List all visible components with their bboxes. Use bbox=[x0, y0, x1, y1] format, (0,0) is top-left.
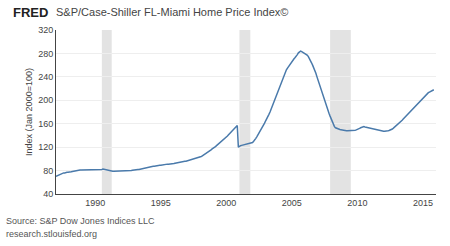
svg-text:40: 40 bbox=[43, 189, 53, 199]
svg-text:2010: 2010 bbox=[347, 198, 367, 208]
svg-text:280: 280 bbox=[38, 49, 53, 59]
svg-text:2005: 2005 bbox=[282, 198, 302, 208]
svg-text:1995: 1995 bbox=[151, 198, 171, 208]
svg-text:80: 80 bbox=[43, 166, 53, 176]
svg-text:200: 200 bbox=[38, 95, 53, 105]
svg-text:2015: 2015 bbox=[413, 198, 433, 208]
svg-text:120: 120 bbox=[38, 142, 53, 152]
svg-text:Index (Jan 2000=100): Index (Jan 2000=100) bbox=[24, 68, 34, 156]
svg-text:160: 160 bbox=[38, 119, 53, 129]
svg-text:320: 320 bbox=[38, 25, 53, 35]
svg-text:240: 240 bbox=[38, 72, 53, 82]
svg-text:FRED: FRED bbox=[13, 5, 48, 20]
svg-text:S&P/Case-Shiller FL-Miami Home: S&P/Case-Shiller FL-Miami Home Price Ind… bbox=[56, 6, 288, 18]
svg-text:1990: 1990 bbox=[85, 198, 105, 208]
svg-text:Source: S&P Dow Jones Indices: Source: S&P Dow Jones Indices LLC bbox=[6, 216, 155, 226]
svg-text:2000: 2000 bbox=[216, 198, 236, 208]
svg-text:research.stlouisfed.org: research.stlouisfed.org bbox=[6, 229, 97, 239]
